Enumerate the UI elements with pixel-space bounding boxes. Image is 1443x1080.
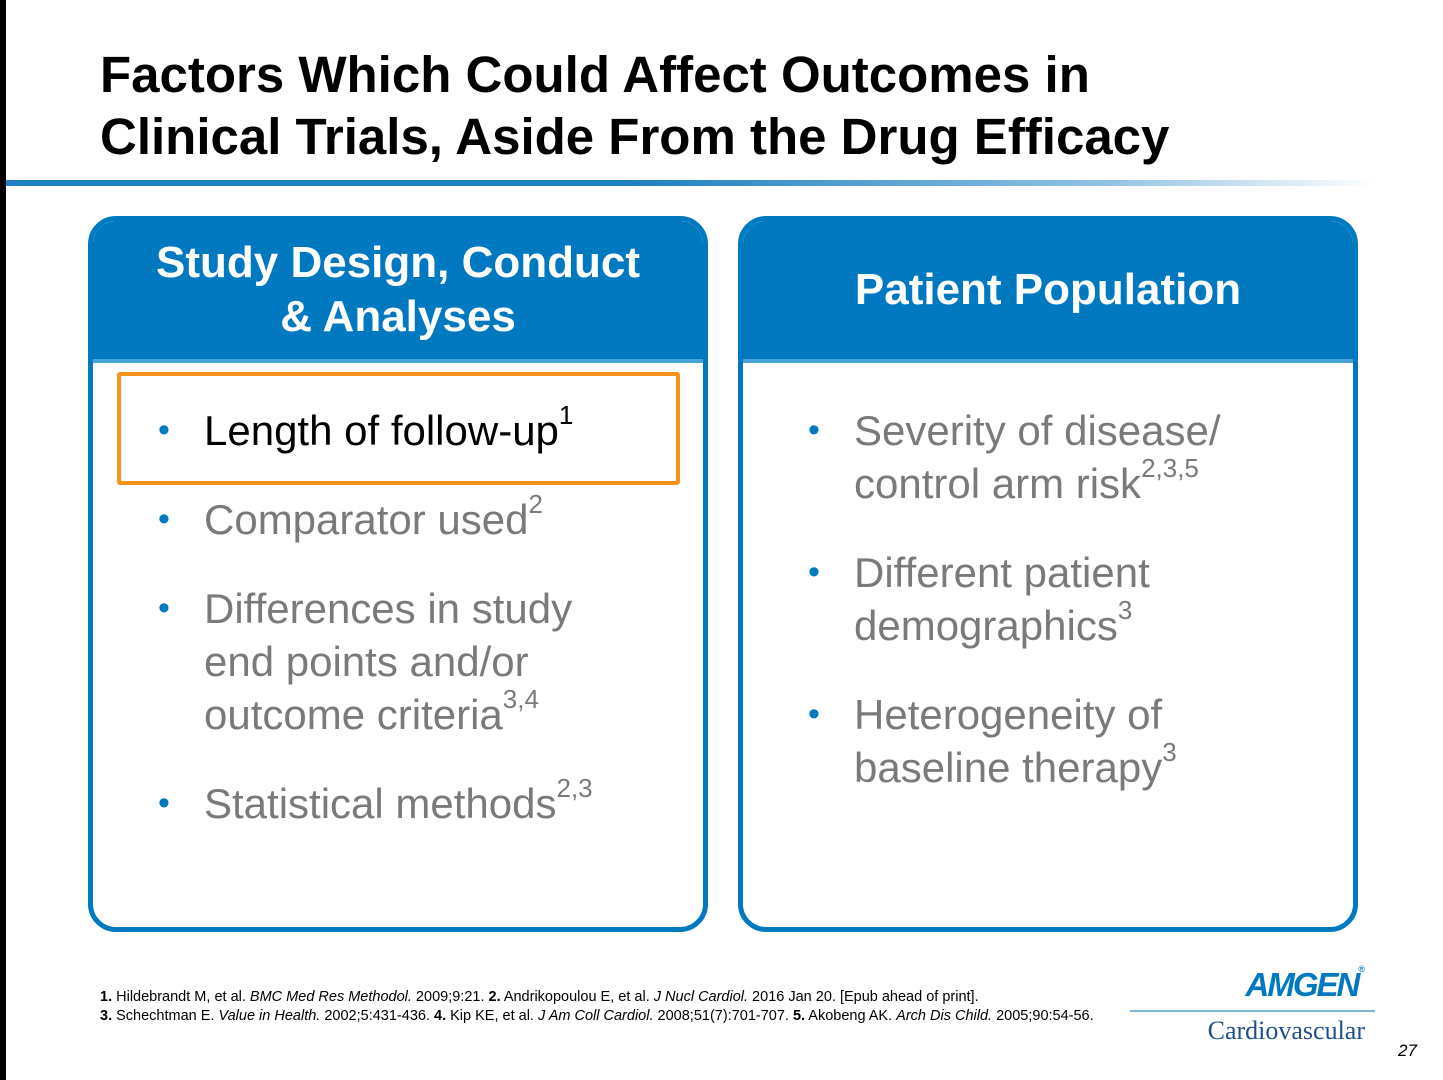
highlight-box-length-of-follow-up — [117, 372, 680, 485]
study-design-bullet-list: • Length of follow-up1 • Comparator used… — [158, 400, 698, 866]
bullet-dot-icon: • — [158, 500, 170, 538]
study-design-header-line-1: Study Design, Conduct — [156, 238, 640, 287]
bullet-text-line-2: control arm risk — [854, 460, 1142, 507]
left-edge-bar — [0, 0, 6, 1080]
bullet-text: Statistical methods — [204, 780, 557, 827]
ref-4-number: 4. — [434, 1008, 447, 1024]
study-design-panel: Study Design, Conduct & Analyses — [88, 216, 708, 932]
bullet-heterogeneity-of-baseline-therapy: • Heterogeneity of baseline therapy3 — [808, 688, 1348, 794]
bullet-citation: 1 — [558, 400, 574, 430]
bullet-citation: 3 — [1162, 737, 1177, 767]
ref-4-details: 2008;51(7):701-707. — [653, 1008, 793, 1024]
references: 1. Hildebrandt M, et al. BMC Med Res Met… — [100, 988, 1110, 1026]
bullet-dot-icon: • — [808, 695, 820, 733]
ref-1-number: 1. — [100, 989, 113, 1005]
bullet-length-of-follow-up: • Length of follow-up1 — [158, 400, 698, 457]
title-divider — [6, 180, 1376, 186]
patient-population-panel: Patient Population — [738, 216, 1358, 932]
amgen-brand-text: AMGEN — [1245, 966, 1361, 1003]
bullet-comparator-used: • Comparator used2 — [158, 489, 698, 546]
ref-5-author: Akobeng AK. — [805, 1008, 897, 1024]
title-line-2: Clinical Trials, Aside From the Drug Eff… — [100, 108, 1170, 165]
bullet-citation: 3 — [1117, 595, 1133, 625]
ref-5-journal: Arch Dis Child. — [896, 1008, 993, 1024]
ref-5-details: 2005;90:54-56. — [992, 1008, 1094, 1024]
bullet-text-line-2: baseline therapy — [854, 744, 1163, 791]
bullet-statistical-methods: • Statistical methods2,3 — [158, 773, 698, 830]
bullet-dot-icon: • — [808, 411, 820, 449]
bullet-citation: 2,3 — [556, 773, 593, 803]
bullet-dot-icon: • — [158, 589, 170, 627]
bullet-text-line-1: Heterogeneity of — [854, 691, 1163, 738]
patient-population-bullet-list: • Severity of disease/ control arm risk2… — [808, 404, 1348, 830]
bullet-text: Comparator used — [204, 496, 529, 543]
panel-header-divider — [93, 359, 703, 363]
ref-3-author: Schechtman E. — [112, 1008, 219, 1024]
ref-3-journal: Value in Health. — [218, 1008, 321, 1024]
ref-1-journal: BMC Med Res Methodol. — [249, 989, 412, 1005]
bullet-text-line-1: Different patient — [854, 549, 1150, 596]
bullet-different-patient-demographics: • Different patient demographics3 — [808, 546, 1348, 652]
ref-4-author: Kip KE, et al. — [446, 1008, 538, 1024]
bullet-citation: 3,4 — [502, 684, 539, 714]
patient-population-panel-header: Patient Population — [743, 221, 1353, 359]
bullet-text-line-2: demographics — [854, 602, 1118, 649]
bullet-dot-icon: • — [158, 411, 170, 449]
study-design-panel-header: Study Design, Conduct & Analyses — [93, 221, 703, 359]
ref-2-author: Andrikopoulou E, et al. — [500, 989, 654, 1005]
ref-3-details: 2002;5:431-436. — [320, 1008, 435, 1024]
amgen-cardiovascular-logo: AMGEN® Cardiovascular — [1130, 962, 1375, 1052]
study-design-header-line-2: & Analyses — [280, 292, 516, 341]
ref-2-details: 2016 Jan 20. [Epub ahead of print]. — [748, 989, 979, 1005]
ref-5-number: 5. — [792, 1008, 806, 1024]
bullet-dot-icon: • — [158, 784, 170, 822]
ref-2-journal: J Nucl Cardiol. — [653, 989, 749, 1005]
ref-1-author: Hildebrandt M, et al. — [112, 989, 250, 1005]
ref-3-number: 3. — [100, 1008, 113, 1024]
ref-4-journal: J Am Coll Cardiol. — [538, 1008, 654, 1024]
bullet-text-line-1: Severity of disease/ — [854, 407, 1221, 454]
bullet-dot-icon: • — [808, 553, 820, 591]
amgen-wordmark: AMGEN® — [1245, 964, 1365, 1004]
registered-mark: ® — [1358, 964, 1365, 974]
bullet-text-line-1: Differences in study — [204, 585, 573, 632]
panel-header-divider — [743, 359, 1353, 363]
bullet-differences-in-study-end-points: • Differences in study end points and/or… — [158, 582, 698, 741]
bullet-severity-of-disease: • Severity of disease/ control arm risk2… — [808, 404, 1348, 510]
bullet-citation: 2 — [528, 489, 543, 519]
ref-1-details: 2009;9:21. — [411, 989, 489, 1005]
bullet-text-line-2: end points and/or — [204, 638, 529, 685]
bullet-text-line-3: outcome criteria — [204, 691, 503, 738]
title-line-1: Factors Which Could Affect Outcomes in — [100, 46, 1090, 103]
division-name: Cardiovascular — [1207, 1016, 1365, 1045]
bullet-text: Length of follow-up — [204, 407, 559, 454]
slide-title: Factors Which Could Affect Outcomes in C… — [100, 44, 1400, 168]
logo-divider — [1130, 1010, 1375, 1012]
patient-population-header: Patient Population — [854, 265, 1242, 314]
ref-2-number: 2. — [488, 989, 501, 1005]
bullet-citation: 2,3,5 — [1141, 453, 1199, 483]
page-number: 27 — [1398, 1041, 1417, 1060]
